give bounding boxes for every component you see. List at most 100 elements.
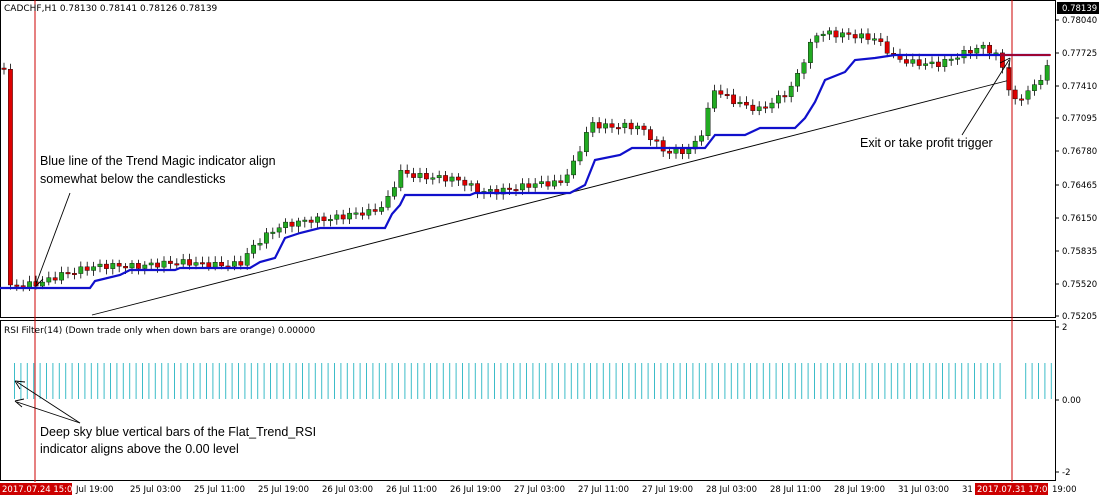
arrowhead-icon [14,398,25,408]
candle-body [564,174,570,183]
rsi-pane-title: RSI Filter(14) (Down trade only when dow… [4,326,315,336]
candle-body [859,33,865,39]
time-label: 25 Jul 11:00 [194,485,245,495]
time-label: 28 Jul 19:00 [834,485,885,495]
candle-body [456,176,461,181]
rsi-level-label: 0.00 [1062,396,1081,406]
candle-body [315,216,320,223]
candle-body [462,179,468,186]
candle-body [52,277,58,281]
candle-body [110,263,116,269]
candle-body [910,59,916,64]
candle-body [603,123,609,129]
candle-body [97,263,103,267]
candle-body [103,263,109,269]
candles-layer [1,26,1050,292]
annotation-text: Blue line of the Trend Magic indicator a… [40,154,276,168]
candle-body [840,32,845,38]
annotation-exit: Exit or take profit trigger [860,57,1011,150]
candle-body [1,67,7,70]
candle-body [1019,98,1025,101]
candle-body [14,284,20,287]
candle-body [91,266,97,271]
candle-body [436,175,442,179]
candle-body [584,132,589,153]
time-marker-left-label: 2017.07.24 15:00 [2,485,78,495]
candle-body [404,170,410,174]
candle-body [40,281,45,287]
candle-body [782,95,788,98]
support-trend-line[interactable] [91,79,1011,316]
candle-body [155,262,160,268]
candle-body [328,219,333,222]
candle-body [78,266,84,274]
candle-body [801,62,807,74]
candle-body [193,262,199,266]
candle-body [135,263,141,269]
annotation-text: Deep sky blue vertical bars of the Flat_… [40,425,316,439]
annotation-text: somewhat below the candlesticks [40,172,226,186]
candle-body [449,176,455,182]
price-label: 0.75520 [1062,280,1097,290]
candle-body [167,260,173,264]
rsi-axis: 2 0.00 -2 [1055,323,1081,478]
candle-body [1006,67,1012,91]
candle-body [46,277,52,283]
time-label: 27 Jul 19:00 [642,485,693,495]
candle-body [206,262,212,268]
price-label: 0.76150 [1062,214,1097,224]
candle-body [379,207,384,212]
candle-body [360,212,365,216]
candle-body [1000,52,1005,68]
candle-body [174,263,180,266]
candle-body [852,34,858,39]
candle-body [1038,79,1044,85]
candle-body [731,94,737,105]
candle-body [392,187,397,197]
candle-body [539,181,545,184]
candle-body [769,102,775,109]
candle-body [980,44,986,49]
candle-body [942,59,948,67]
price-label: 0.77725 [1062,49,1097,59]
annotation-arrow [961,59,1010,136]
candle-body [833,30,839,38]
candle-body [552,180,557,187]
candle-body [686,148,692,154]
time-marker-left-badge [0,483,72,495]
candle-body [916,59,922,66]
candle-body [257,243,263,246]
candle-body [1025,90,1031,100]
candle-body [372,209,378,212]
time-label: 31 Jul 03:00 [898,485,949,495]
candle-body [884,41,890,54]
candle-body [974,48,980,54]
candle-body [289,221,295,227]
candle-body [699,135,705,142]
candle-body [654,139,660,142]
time-label: 27 Jul 03:00 [514,485,565,495]
time-label: 25 Jul 03:00 [130,485,181,495]
candle-body [84,266,90,271]
time-label: 26 Jul 19:00 [450,485,501,495]
candle-body [737,101,743,105]
candle-body [532,183,538,188]
candle-body [424,173,429,180]
candle-body [590,122,596,133]
candle-body [929,61,935,64]
candle-body [705,107,711,136]
candle-body [545,181,551,187]
candle-body [251,244,256,254]
candle-body [430,177,436,180]
price-label: 0.75205 [1062,312,1097,322]
candle-body [296,220,301,227]
candle-body [270,231,276,234]
candle-body [353,212,359,215]
price-label: 0.75835 [1062,247,1097,257]
time-label: 28 Jul 11:00 [770,485,821,495]
candle-body [763,106,769,109]
candle-body [212,261,218,268]
candle-body [609,123,615,128]
annotation-flat-trend: Deep sky blue vertical bars of the Flat_… [14,380,316,456]
